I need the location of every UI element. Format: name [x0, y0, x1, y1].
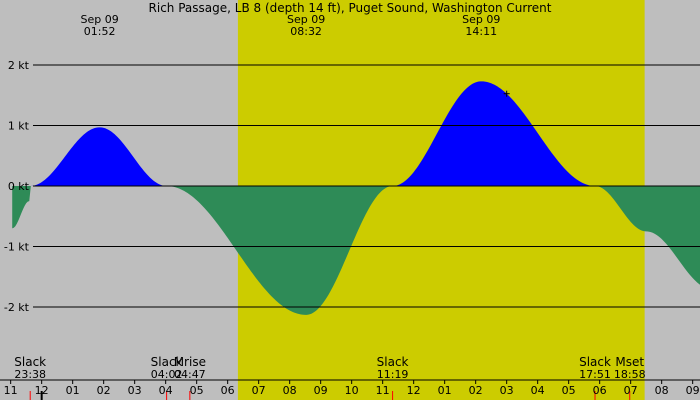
- event-time-label: 23:38: [14, 368, 46, 381]
- event-time-label: 17:51: [579, 368, 611, 381]
- hour-tick-label: 09: [686, 384, 700, 397]
- hour-tick-label: 02: [469, 384, 483, 397]
- current-area-layer: [12, 81, 700, 315]
- extremum-time-label: 01:52: [84, 25, 116, 38]
- event-time-label: 11:19: [377, 368, 409, 381]
- hour-tick-label: 11: [376, 384, 390, 397]
- hour-tick-label: 02: [97, 384, 111, 397]
- hour-tick-label: 04: [531, 384, 545, 397]
- extremum-date-label: Sep 09: [287, 13, 325, 26]
- y-tick-label: -1 kt: [4, 241, 30, 254]
- hour-tick-label: 12: [407, 384, 421, 397]
- hour-tick-label: 05: [190, 384, 204, 397]
- hour-tick-label: 06: [593, 384, 607, 397]
- hour-tick-label: 08: [655, 384, 669, 397]
- hour-tick-label: 03: [128, 384, 142, 397]
- event-name-label: Slack: [14, 355, 46, 369]
- extremum-date-label: Sep 09: [462, 13, 500, 26]
- event-time-label: 04:47: [174, 368, 206, 381]
- flood-current-area: [12, 81, 700, 186]
- hour-tick-label: 10: [345, 384, 359, 397]
- hour-tick-label: 12: [35, 384, 49, 397]
- event-name-label: Slack: [579, 355, 611, 369]
- y-tick-label: -2 kt: [4, 301, 30, 314]
- event-name-label: Slack: [151, 355, 183, 369]
- extremum-time-label: 08:32: [290, 25, 322, 38]
- extremum-date-label: Sep 09: [81, 13, 119, 26]
- hour-tick-label: 04: [159, 384, 173, 397]
- hour-tick-label: 07: [624, 384, 638, 397]
- hour-tick-label: 06: [221, 384, 235, 397]
- y-tick-label: 2 kt: [8, 59, 30, 72]
- hour-tick-label: 09: [314, 384, 328, 397]
- event-name-label: Mrise: [174, 355, 206, 369]
- gridline-layer: [0, 64, 700, 400]
- hour-tick-label: 07: [252, 384, 266, 397]
- event-time-label: 04:02: [151, 368, 183, 381]
- hour-tick-label: 01: [66, 384, 80, 397]
- hour-tick-label: 05: [562, 384, 576, 397]
- hour-tick-label: 01: [438, 384, 452, 397]
- y-tick-label: 1 kt: [8, 120, 30, 133]
- hour-tick-label: 08: [283, 384, 297, 397]
- y-tick-label: 0 kt: [8, 180, 30, 193]
- extremum-time-label: 14:11: [465, 25, 497, 38]
- hour-tick-label: 11: [4, 384, 18, 397]
- chart-title: Rich Passage, LB 8 (depth 14 ft), Puget …: [149, 1, 552, 15]
- hour-tick-label: 03: [500, 384, 514, 397]
- ebb-current-area: [12, 186, 700, 315]
- event-name-label: Mset: [615, 355, 644, 369]
- event-time-label: 18:58: [614, 368, 646, 381]
- event-name-label: Slack: [377, 355, 409, 369]
